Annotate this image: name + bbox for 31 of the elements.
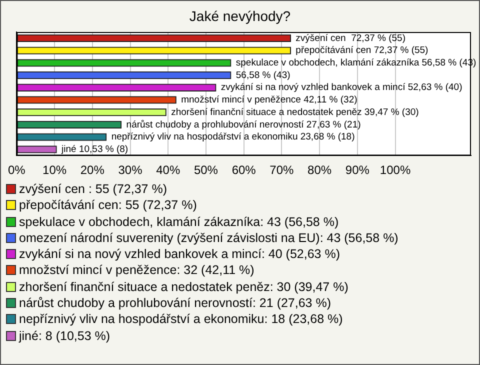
legend-label: nepříznivý vliv na hospodářství a ekonomiku: 18 (23,68 %) [19, 312, 343, 326]
data-label: přepočítávání cen 72,37 % (55) [296, 45, 428, 56]
legend-label: omezení národní suverenity (zvýšení závislosti na EU): 43 (56,58 %) [19, 230, 398, 245]
legend-label: jiné: 8 (10,53 %) [19, 328, 110, 343]
x-tick-label: 0% [8, 163, 26, 178]
legend-label: zhoršení finanční situace a nedostatek peněz: 30 (39,47 %) [19, 280, 348, 294]
x-tick-label: 10% [42, 163, 67, 178]
data-label: nárůst chudoby a prohlubování nerovností 27,63 % (21) [126, 119, 361, 130]
legend-label: nárůst chudoby a prohlubování nerovností: 21 (27,63 %) [19, 296, 332, 310]
x-tick-label: 50% [194, 163, 218, 178]
x-tick-label: 30% [118, 163, 143, 178]
chart-title: Jaké nevýhody? [188, 8, 292, 24]
legend-label: množství mincí v peněžence: 32 (42,11 %) [19, 263, 254, 278]
x-tick-label: 70% [270, 163, 294, 178]
data-label: zvýšení cen 72,37 % (55) [296, 32, 406, 44]
x-tick-label: 100% [380, 163, 411, 178]
x-tick-label: 20% [80, 163, 105, 178]
data-label: zhoršení finanční situace a nedostatek peněz 39,47 % (30) [171, 106, 419, 118]
data-label: jiné 10,53 % (8) [60, 144, 128, 156]
x-tick-label: 80% [308, 163, 332, 178]
legend-label: zvýšení cen : 55 (72,37 %) [19, 182, 167, 196]
data-label: nepříznivý vliv na hospodářství a ekonomiku 23,68 % (18) [111, 132, 355, 143]
legend-label: spekulace v obchodech, klamání zákazníka: 43 (56,58 %) [19, 214, 339, 229]
x-tick-label: 40% [156, 163, 180, 178]
data-label: 56,58 % (43) [236, 70, 290, 81]
legend-label: zvykání si na nový vzhled bankovek a mincí: 40 (52,63 %) [19, 247, 340, 262]
legend-label: přepočítávání cen: 55 (72,37 %) [19, 198, 197, 212]
x-tick-label: 60% [232, 163, 256, 178]
x-tick-label: 90% [345, 163, 370, 178]
data-label: množství mincí v peněžence 42,11 % (32) [181, 94, 358, 106]
data-label: zvykání si na nový vzhled bankovek a mincí 52,63 % (40) [220, 82, 462, 94]
